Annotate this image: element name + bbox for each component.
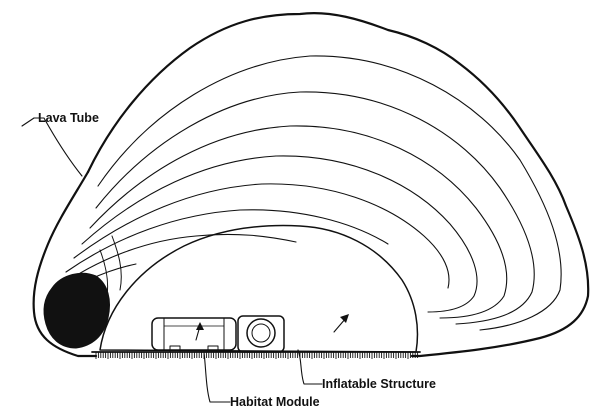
- habitat-module-foot-2: [207, 345, 219, 353]
- strata-line-5: [73, 183, 450, 289]
- label-lava-tube: Lava Tube: [38, 111, 99, 125]
- label-habitat-module: Habitat Module: [230, 395, 320, 409]
- leader-lava-tube-tick: [21, 117, 35, 127]
- tube-opening: [43, 272, 110, 349]
- label-inflatable-structure: Inflatable Structure: [322, 377, 436, 391]
- strata-line-2: [95, 91, 535, 325]
- lava-tube-outline-left: [32, 170, 98, 358]
- strata-line-7: [59, 233, 297, 287]
- inflatable-dome: [99, 224, 419, 353]
- leader-habitat: [203, 351, 231, 403]
- airlock-hatch-inner: [251, 323, 271, 343]
- leader-lava-tube: [33, 117, 83, 177]
- arrow-dome-head: [340, 314, 349, 323]
- airlock-housing: [237, 315, 285, 353]
- arrow-habitat-head: [196, 322, 204, 330]
- ground-hatching: [95, 352, 419, 359]
- strata-line-9: [111, 235, 122, 291]
- airlock-hatch-outer: [246, 318, 276, 348]
- leader-inflatable: [297, 349, 323, 385]
- lava-tube-outline: [86, 12, 590, 358]
- strata-line-3: [89, 125, 508, 319]
- strata-line-1: [97, 55, 562, 331]
- habitat-module-foot-1: [169, 345, 181, 353]
- habitat-module: [151, 315, 285, 353]
- habitat-module-body: [151, 317, 237, 351]
- strata-line-4: [81, 155, 478, 313]
